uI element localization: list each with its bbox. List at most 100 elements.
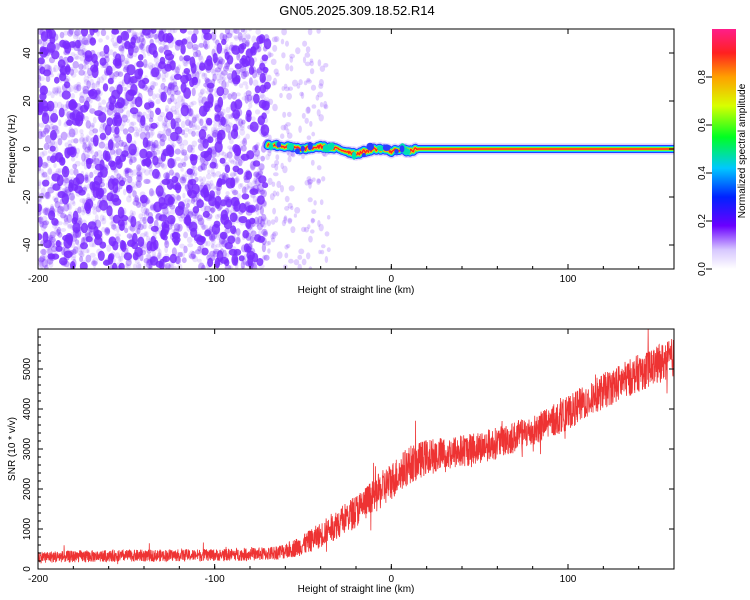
noise-point bbox=[179, 175, 184, 181]
noise-point bbox=[118, 81, 124, 87]
noise-point bbox=[38, 39, 43, 45]
noise-point bbox=[38, 261, 43, 267]
noise-point bbox=[97, 105, 104, 112]
noise-point bbox=[72, 222, 81, 234]
noise-point bbox=[241, 119, 246, 125]
noise-point bbox=[255, 29, 261, 35]
noise-point bbox=[54, 227, 59, 235]
noise-point bbox=[38, 259, 42, 266]
noise-point bbox=[118, 52, 125, 57]
noise-point bbox=[113, 149, 119, 157]
noise-point bbox=[304, 61, 311, 67]
noise-point bbox=[97, 199, 103, 209]
noise-point bbox=[118, 180, 123, 190]
noise-point bbox=[263, 102, 269, 110]
noise-point bbox=[264, 240, 270, 247]
noise-point bbox=[272, 103, 278, 112]
noise-point bbox=[136, 167, 141, 173]
noise-point bbox=[256, 195, 265, 205]
noise-point bbox=[137, 173, 142, 178]
noise-point bbox=[144, 86, 150, 92]
noise-point bbox=[51, 245, 58, 253]
noise-point bbox=[71, 183, 76, 189]
noise-point bbox=[186, 199, 193, 205]
noise-point bbox=[135, 180, 141, 187]
noise-point bbox=[243, 136, 247, 144]
noise-point bbox=[177, 95, 183, 103]
noise-point bbox=[48, 29, 57, 39]
noise-point bbox=[321, 176, 326, 182]
noise-point bbox=[181, 95, 185, 104]
noise-point bbox=[122, 39, 129, 44]
noise-point bbox=[191, 140, 198, 147]
noise-point bbox=[104, 124, 112, 136]
noise-point bbox=[204, 122, 208, 129]
noise-point bbox=[199, 221, 205, 228]
noise-point bbox=[188, 120, 193, 129]
noise-point bbox=[256, 35, 264, 45]
noise-point bbox=[43, 239, 52, 249]
noise-point bbox=[57, 221, 63, 226]
noise-point bbox=[254, 144, 259, 151]
noise-point bbox=[254, 148, 260, 157]
noise-point bbox=[227, 93, 233, 100]
noise-point bbox=[264, 100, 271, 106]
noise-point bbox=[262, 254, 268, 260]
noise-point bbox=[55, 245, 63, 252]
noise-point bbox=[62, 250, 67, 256]
noise-point bbox=[48, 234, 53, 242]
noise-point bbox=[49, 126, 55, 131]
noise-point bbox=[82, 186, 88, 193]
noise-point bbox=[232, 77, 241, 85]
noise-point bbox=[128, 89, 136, 96]
noise-point bbox=[86, 193, 91, 200]
noise-point bbox=[139, 131, 147, 140]
noise-point bbox=[283, 216, 287, 224]
noise-point bbox=[205, 90, 212, 95]
noise-point bbox=[227, 210, 233, 217]
noise-point bbox=[287, 155, 292, 163]
noise-point bbox=[41, 112, 50, 125]
noise-point bbox=[97, 191, 102, 196]
noise-point bbox=[195, 125, 201, 131]
snr-x-ticks: -200 -100 0 100 bbox=[28, 329, 675, 585]
noise-point bbox=[275, 154, 280, 161]
noise-point bbox=[81, 219, 87, 226]
noise-point bbox=[92, 260, 97, 269]
noise-point bbox=[123, 98, 129, 106]
noise-point bbox=[256, 42, 263, 49]
noise-point bbox=[191, 44, 199, 51]
noise-point bbox=[75, 239, 80, 245]
noise-point bbox=[114, 84, 121, 92]
noise-point bbox=[296, 83, 301, 89]
noise-point bbox=[265, 154, 270, 161]
noise-point bbox=[67, 29, 74, 37]
noise-point bbox=[199, 89, 205, 96]
noise-point bbox=[221, 127, 226, 134]
noise-point bbox=[140, 115, 146, 126]
noise-point bbox=[89, 37, 97, 46]
noise-point bbox=[145, 231, 149, 238]
noise-point bbox=[49, 237, 56, 243]
noise-point bbox=[69, 68, 74, 76]
noise-point bbox=[248, 29, 252, 32]
noise-point bbox=[118, 255, 122, 263]
noise-point bbox=[113, 29, 118, 34]
noise-point bbox=[240, 71, 247, 80]
signal-blob bbox=[366, 142, 375, 151]
noise-point bbox=[88, 130, 95, 136]
noise-point bbox=[211, 183, 215, 191]
noise-point bbox=[95, 89, 101, 96]
noise-point bbox=[300, 92, 305, 99]
noise-point bbox=[73, 30, 80, 38]
noise-point bbox=[166, 146, 174, 156]
noise-point bbox=[84, 176, 89, 184]
noise-point bbox=[204, 77, 210, 83]
noise-point bbox=[262, 231, 269, 237]
noise-point bbox=[198, 262, 205, 269]
noise-point bbox=[44, 206, 50, 212]
noise-point bbox=[57, 210, 61, 216]
noise-point bbox=[49, 129, 57, 141]
noise-point bbox=[102, 83, 109, 92]
